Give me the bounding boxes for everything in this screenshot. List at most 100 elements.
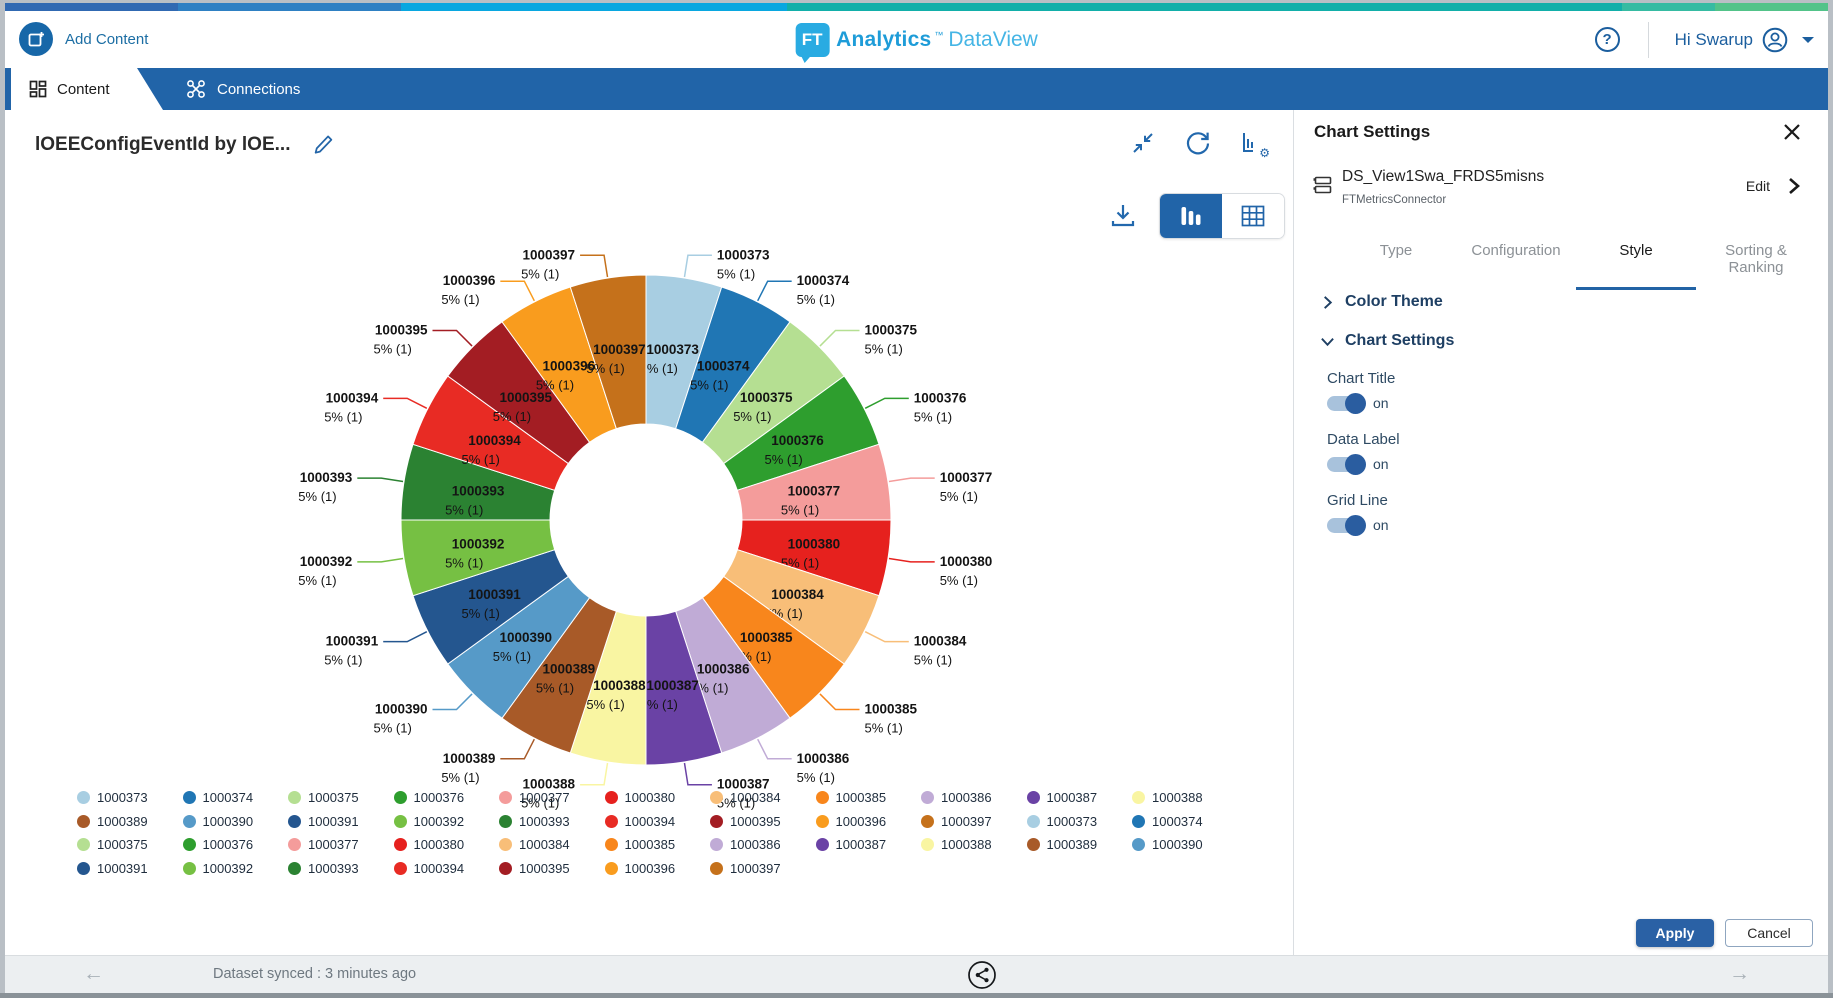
- section-color-theme[interactable]: Color Theme: [1320, 293, 1443, 311]
- cancel-button[interactable]: Cancel: [1725, 919, 1813, 947]
- slice-inner-value: 5% (1): [493, 649, 531, 664]
- download-icon[interactable]: [1109, 203, 1137, 229]
- legend-dot: [815, 838, 829, 852]
- legend-label: 1000391: [308, 813, 359, 829]
- legend-item-1000391[interactable]: 1000391: [77, 857, 183, 881]
- slice-inner-label: 1000395: [500, 390, 553, 405]
- user-menu-caret-icon[interactable]: [1802, 36, 1814, 43]
- legend-item-1000380[interactable]: 1000380: [604, 786, 711, 810]
- share-icon[interactable]: [967, 960, 997, 995]
- legend-item-1000384[interactable]: 1000384: [710, 786, 816, 810]
- donut-slice-1000397[interactable]: [569, 274, 647, 430]
- legend-item-1000397[interactable]: 1000397: [710, 857, 816, 881]
- legend-item-1000395[interactable]: 1000395: [710, 810, 816, 834]
- forward-arrow-icon[interactable]: →: [1729, 962, 1750, 985]
- tab-type[interactable]: Type: [1379, 242, 1413, 259]
- legend-item-1000394[interactable]: 1000394: [393, 857, 500, 881]
- table-view-button[interactable]: [1222, 194, 1284, 238]
- legend-item-1000376[interactable]: 1000376: [182, 833, 289, 857]
- chart-settings-icon[interactable]: ⚙: [1241, 131, 1270, 160]
- legend-item-1000374[interactable]: 1000374: [1132, 810, 1238, 834]
- tab-style[interactable]: Style: [1576, 236, 1696, 290]
- tab-content[interactable]: Content: [11, 68, 163, 110]
- legend-item-1000389[interactable]: 1000389: [1026, 833, 1133, 857]
- legend-dot: [288, 791, 301, 805]
- legend-label: 1000375: [97, 837, 148, 853]
- help-icon[interactable]: ?: [1594, 27, 1620, 52]
- legend-item-1000394[interactable]: 1000394: [604, 810, 711, 834]
- legend-item-1000388[interactable]: 1000388: [921, 833, 1027, 857]
- legend-item-1000387[interactable]: 1000387: [1026, 786, 1133, 810]
- legend-item-1000385[interactable]: 1000385: [815, 786, 922, 810]
- back-arrow-icon[interactable]: ←: [83, 962, 104, 985]
- header-right-cluster: ? Hi Swarup: [1594, 11, 1814, 68]
- dataset-chevron-right-icon[interactable]: [1786, 175, 1802, 202]
- chart-title-toggle[interactable]: [1327, 392, 1366, 414]
- grid-line-toggle[interactable]: [1327, 514, 1366, 536]
- collapse-icon[interactable]: [1131, 131, 1155, 155]
- main-tabbar: Content Connections: [5, 68, 1828, 110]
- legend-item-1000396[interactable]: 1000396: [815, 810, 922, 834]
- legend-item-1000395[interactable]: 1000395: [499, 857, 605, 881]
- legend-item-1000373[interactable]: 1000373: [1026, 810, 1133, 834]
- slice-callout-label: 1000394: [326, 390, 379, 405]
- legend-dot: [77, 861, 90, 875]
- section-chart-settings[interactable]: Chart Settings: [1320, 332, 1454, 350]
- tab-connections[interactable]: Connections: [185, 68, 300, 110]
- legend-item-1000375[interactable]: 1000375: [77, 833, 183, 857]
- legend-item-1000380[interactable]: 1000380: [393, 833, 500, 857]
- legend-item-1000375[interactable]: 1000375: [288, 786, 394, 810]
- legend-label: 1000374: [1152, 813, 1203, 829]
- legend-item-1000393[interactable]: 1000393: [499, 810, 605, 834]
- edit-title-pencil-icon[interactable]: [312, 134, 334, 156]
- tab-configuration[interactable]: Configuration: [1471, 242, 1561, 259]
- legend-item-1000377[interactable]: 1000377: [288, 833, 394, 857]
- slice-callout-value: 5% (1): [914, 653, 952, 668]
- legend-item-1000384[interactable]: 1000384: [499, 833, 605, 857]
- apply-button[interactable]: Apply: [1636, 919, 1714, 947]
- legend-item-1000390[interactable]: 1000390: [182, 810, 289, 834]
- dataset-edit-link[interactable]: Edit: [1745, 178, 1770, 194]
- close-icon[interactable]: [1782, 122, 1802, 147]
- brand-accent-strip: [5, 3, 1828, 11]
- legend-item-1000385[interactable]: 1000385: [604, 833, 711, 857]
- slice-callout-value: 5% (1): [373, 721, 411, 736]
- legend-item-1000389[interactable]: 1000389: [77, 810, 183, 834]
- data-label-toggle[interactable]: [1327, 453, 1366, 475]
- grid-line-toggle-label: Grid Line: [1327, 492, 1388, 509]
- slice-leader-line: [683, 254, 712, 278]
- legend-item-1000388[interactable]: 1000388: [1132, 786, 1238, 810]
- legend-item-1000393[interactable]: 1000393: [288, 857, 394, 881]
- legend-label: 1000387: [1046, 790, 1098, 806]
- legend-item-1000397[interactable]: 1000397: [921, 810, 1027, 834]
- legend-item-1000376[interactable]: 1000376: [393, 786, 500, 810]
- slice-leader-line: [383, 631, 428, 643]
- legend-label: 1000386: [730, 837, 781, 853]
- data-label-toggle-block: Data Label on: [1327, 431, 1400, 475]
- slice-callout-value: 5% (1): [797, 292, 835, 307]
- user-greeting[interactable]: Hi Swarup: [1674, 29, 1753, 49]
- legend-item-1000386[interactable]: 1000386: [710, 833, 816, 857]
- chart-view-button[interactable]: [1160, 194, 1222, 238]
- user-avatar-icon[interactable]: [1762, 27, 1788, 53]
- legend-item-1000373[interactable]: 1000373: [77, 786, 183, 810]
- slice-callout-label: 1000373: [717, 247, 770, 262]
- legend-item-1000374[interactable]: 1000374: [182, 786, 289, 810]
- legend-item-1000386[interactable]: 1000386: [921, 786, 1027, 810]
- legend-item-1000396[interactable]: 1000396: [604, 857, 711, 881]
- legend-item-1000390[interactable]: 1000390: [1132, 833, 1238, 857]
- legend-item-1000392[interactable]: 1000392: [182, 857, 289, 881]
- legend-label: 1000388: [1152, 790, 1203, 806]
- tab-sorting-ranking[interactable]: Sorting & Ranking: [1725, 242, 1787, 276]
- legend-item-1000392[interactable]: 1000392: [393, 810, 500, 834]
- add-content-button[interactable]: Add Content: [19, 22, 148, 56]
- legend-label: 1000374: [202, 790, 254, 806]
- legend-item-1000387[interactable]: 1000387: [815, 833, 922, 857]
- accent-strip-segment: [5, 3, 179, 11]
- legend-item-1000377[interactable]: 1000377: [499, 786, 605, 810]
- legend-dot: [1132, 814, 1145, 828]
- refresh-icon[interactable]: [1185, 130, 1211, 156]
- legend-item-1000391[interactable]: 1000391: [288, 810, 394, 834]
- footer-bar: ← Dataset synced : 3 minutes ago →: [5, 955, 1828, 993]
- content-grid-icon: [29, 80, 47, 98]
